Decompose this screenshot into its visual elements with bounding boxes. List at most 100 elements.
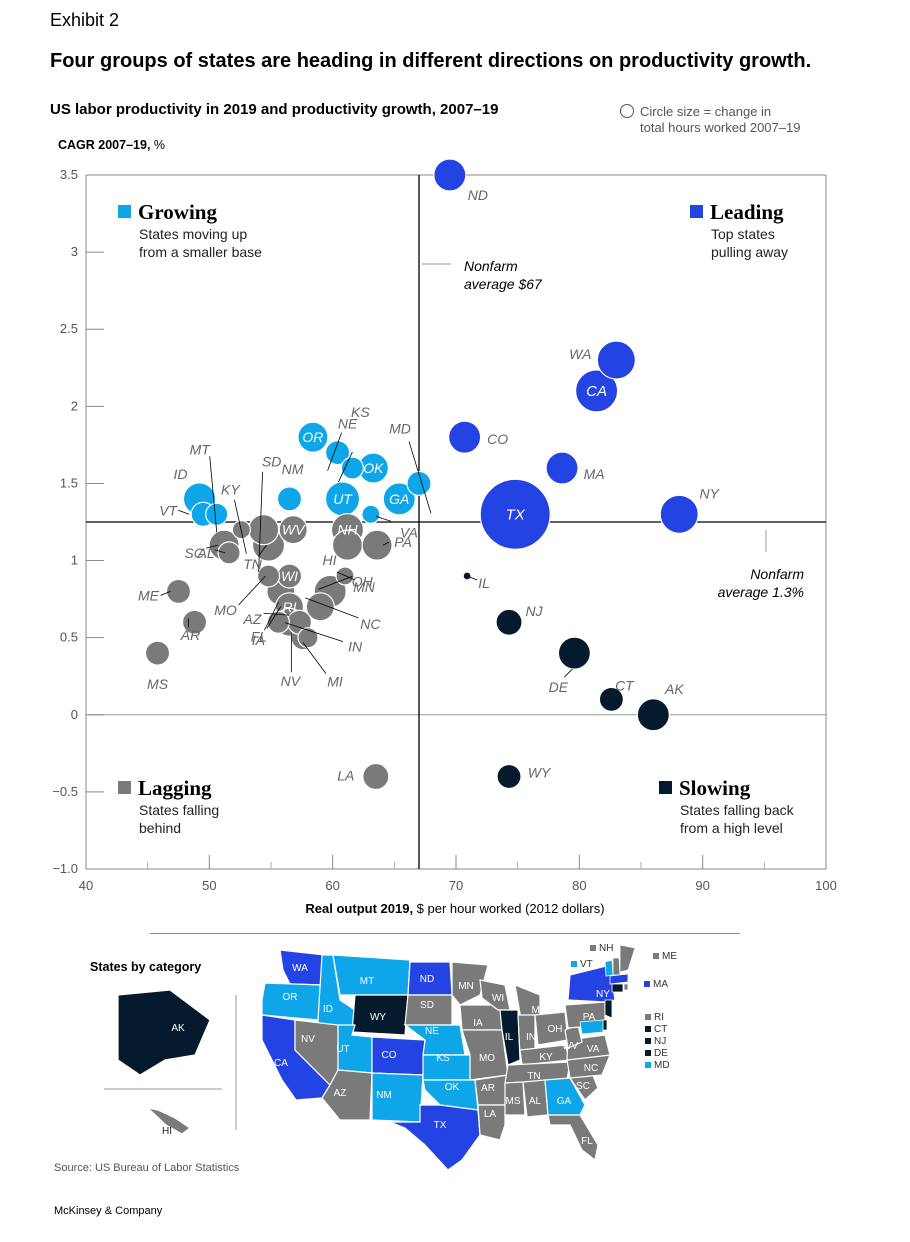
map-state-nj bbox=[604, 999, 613, 1019]
label-md: MD bbox=[389, 420, 411, 436]
map-state-ar bbox=[474, 1074, 509, 1106]
map-label-tx: TX bbox=[434, 1120, 447, 1131]
y-tick-label: 3 bbox=[71, 244, 78, 259]
size-legend: Circle size = change in total hours work… bbox=[620, 104, 800, 136]
label-wv: WV bbox=[282, 522, 306, 538]
y-tick-label: 2 bbox=[71, 398, 78, 413]
label-mi: MI bbox=[327, 674, 343, 690]
label-hi: HI bbox=[322, 552, 336, 568]
label-ny: NY bbox=[700, 485, 721, 501]
map-label-tn: TN bbox=[527, 1071, 540, 1082]
map-state-ri bbox=[623, 983, 629, 991]
map-label-fl: FL bbox=[581, 1136, 593, 1147]
map-state-mn bbox=[451, 961, 489, 1006]
leader-mi bbox=[302, 642, 327, 674]
label-ak: AK bbox=[664, 681, 684, 697]
point-nc bbox=[305, 592, 335, 622]
map-state-la bbox=[477, 1104, 506, 1141]
exhibit-label: Exhibit 2 bbox=[50, 10, 120, 30]
lagging-desc-2: behind bbox=[139, 820, 182, 836]
map-label-va: VA bbox=[587, 1044, 600, 1055]
map-label-ks: KS bbox=[436, 1053, 450, 1064]
map-state-ne bbox=[403, 1024, 466, 1056]
point-ar bbox=[181, 609, 208, 635]
map-label-hi: HI bbox=[162, 1126, 172, 1137]
chart-headline: Four groups of states are heading in dif… bbox=[50, 50, 812, 72]
map-state-mt bbox=[332, 954, 411, 996]
point-ct bbox=[598, 686, 625, 712]
label-nc: NC bbox=[360, 616, 381, 632]
ne-swatch-md bbox=[645, 1062, 651, 1068]
map-label-az: AZ bbox=[334, 1088, 347, 1099]
label-de: DE bbox=[549, 679, 569, 695]
quadrant-slowing: Slowing States falling back from a high … bbox=[659, 776, 794, 837]
brand-footer: McKinsey & Company bbox=[54, 1205, 163, 1217]
map-state-nm bbox=[371, 1072, 424, 1123]
ne-label-ri: RI bbox=[654, 1012, 664, 1023]
point-sd bbox=[248, 514, 280, 546]
slowing-swatch-icon bbox=[659, 781, 672, 794]
map-label-ar: AR bbox=[481, 1083, 495, 1094]
leader-mo bbox=[238, 575, 266, 606]
section-divider bbox=[150, 933, 740, 934]
point-co bbox=[448, 420, 482, 454]
map-state-id bbox=[317, 954, 356, 1041]
y-average-line1: Nonfarm bbox=[750, 566, 804, 582]
point-de bbox=[557, 636, 592, 670]
map-label-ok: OK bbox=[445, 1082, 460, 1093]
x-tick-label: 90 bbox=[695, 878, 709, 893]
point-ia bbox=[266, 610, 290, 634]
label-la: LA bbox=[337, 767, 354, 783]
label-nv: NV bbox=[281, 673, 302, 689]
map-label-sc: SC bbox=[576, 1081, 590, 1092]
leader-tn bbox=[258, 544, 267, 557]
label-ca: CA bbox=[586, 383, 607, 400]
ne-label-md: MD bbox=[654, 1060, 670, 1071]
map-state-in bbox=[517, 1014, 536, 1056]
quadrant-lagging: Lagging States falling behind bbox=[118, 776, 219, 837]
point-or bbox=[297, 421, 329, 453]
map-label-or: OR bbox=[283, 992, 298, 1003]
point-ak bbox=[636, 698, 670, 732]
ne-label-ct: CT bbox=[654, 1024, 667, 1035]
x-tick-label: 50 bbox=[202, 878, 216, 893]
label-pa: PA bbox=[394, 534, 412, 550]
label-il: IL bbox=[478, 575, 490, 591]
map-label-ut: UT bbox=[336, 1044, 349, 1055]
chart-subtitle: US labor productivity in 2019 and produc… bbox=[50, 101, 499, 118]
label-ms: MS bbox=[147, 676, 169, 692]
map-state-vt bbox=[604, 959, 614, 977]
x-tick-label: 80 bbox=[572, 878, 586, 893]
map-label-nm: NM bbox=[376, 1090, 392, 1101]
map-state-me bbox=[619, 944, 636, 973]
map-state-wi bbox=[479, 979, 511, 1011]
x-axis-label-bold: Real output 2019, bbox=[305, 901, 414, 916]
y-average-annotation: Nonfarm average 1.3% bbox=[700, 565, 804, 601]
map-state-ak bbox=[117, 989, 211, 1076]
x-tick-label: 70 bbox=[449, 878, 463, 893]
label-vt: VT bbox=[159, 502, 178, 518]
size-legend-circle-icon bbox=[620, 104, 634, 118]
map-label-nv: NV bbox=[301, 1034, 315, 1045]
map-state-hi bbox=[146, 1107, 192, 1135]
map-state-ny bbox=[567, 964, 616, 1003]
map-label-wi: WI bbox=[492, 993, 504, 1004]
point-mo bbox=[256, 564, 281, 588]
map-label-ne: NE bbox=[425, 1026, 439, 1037]
label-wy: WY bbox=[528, 764, 552, 780]
leader-me bbox=[160, 591, 171, 596]
map-label-al: AL bbox=[529, 1096, 542, 1107]
y-tick-label: 3.5 bbox=[60, 167, 78, 182]
label-ky: KY bbox=[221, 482, 241, 498]
map-state-az bbox=[321, 1069, 373, 1121]
label-sc: SC bbox=[184, 545, 204, 561]
ne-swatch-de bbox=[645, 1050, 651, 1056]
leading-desc-1: Top states bbox=[711, 226, 775, 242]
lagging-swatch-icon bbox=[118, 781, 131, 794]
quadrant-growing: Growing States moving up from a smaller … bbox=[118, 200, 262, 261]
leader-nc bbox=[305, 597, 359, 619]
map-state-ct bbox=[611, 983, 624, 993]
map-state-al bbox=[522, 1079, 549, 1118]
map-state-tn bbox=[504, 1061, 571, 1084]
y-axis-label: CAGR 2007–19, % bbox=[58, 138, 165, 152]
